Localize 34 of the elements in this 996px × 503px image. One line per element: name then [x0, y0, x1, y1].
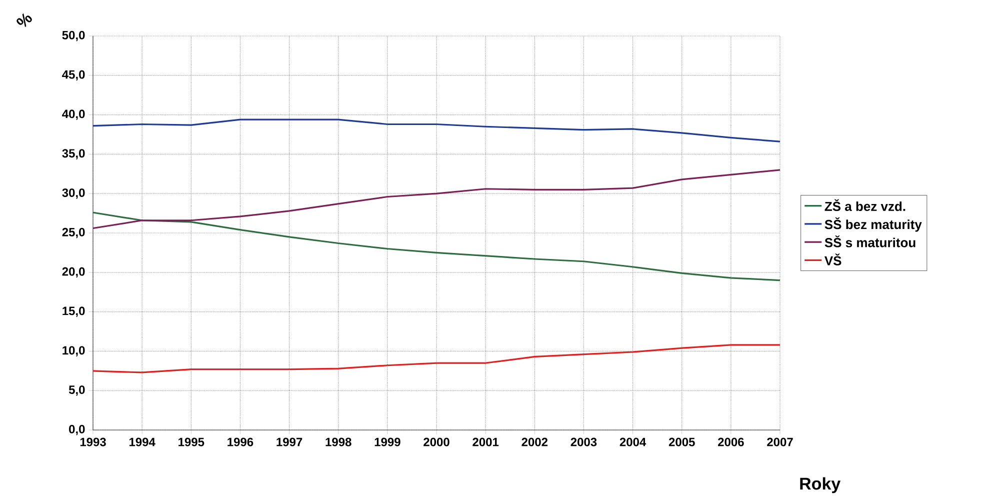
x-tick-label: 2005: [668, 438, 695, 446]
x-tick-label: 1997: [276, 438, 302, 446]
y-tick-label: 50,0: [62, 30, 85, 42]
y-tick-label: 5,0: [68, 385, 85, 396]
line-series: [92, 169, 781, 230]
x-tick-label: 1993: [80, 438, 106, 446]
x-tick-label: 1994: [129, 438, 156, 446]
y-tick-label: 30,0: [62, 188, 85, 199]
legend-label: SŠ bez maturity: [824, 217, 922, 232]
legend-label: VŠ: [824, 254, 842, 266]
y-tick-label: 0,0: [69, 424, 85, 436]
x-tick-label: 1996: [228, 438, 254, 446]
y-tick-label: 10,0: [62, 346, 85, 356]
x-tick-label: 2002: [522, 438, 548, 446]
x-tick-label: 2000: [424, 438, 450, 446]
x-axis-title: Roky: [800, 477, 841, 494]
y-tick-label: 20,0: [62, 267, 85, 278]
y-tick-label: 25,0: [62, 228, 85, 238]
x-tick-label: 1995: [178, 438, 204, 446]
x-tick-label: 1999: [374, 438, 400, 446]
x-tick-label: 2006: [718, 438, 744, 446]
y-axis-title: %: [16, 13, 32, 28]
legend-label: ZŠ a bez vzd.: [824, 199, 906, 212]
x-tick-label: 2001: [472, 438, 499, 446]
x-tick-label: 2003: [570, 438, 597, 446]
y-tick-label: 15,0: [62, 306, 85, 317]
x-tick-label: 2007: [767, 438, 793, 446]
line-series: [92, 212, 781, 282]
y-tick-label: 35,0: [62, 149, 85, 160]
y-tick-label: 40,0: [62, 110, 85, 120]
x-tick-label: 2004: [620, 438, 646, 446]
x-tick-label: 1998: [326, 438, 352, 446]
legend-label: SŠ s maturitou: [824, 235, 916, 248]
y-tick-label: 45,0: [62, 70, 85, 81]
